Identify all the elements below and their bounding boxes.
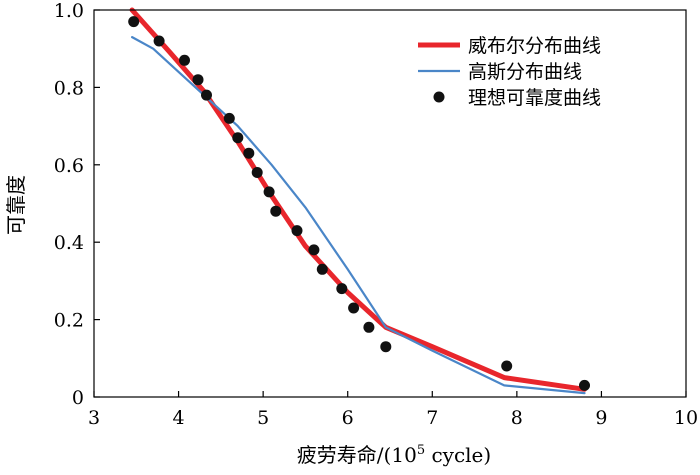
y-tick-label: 0.4 (54, 232, 84, 254)
y-axis-label: 可靠度 (4, 175, 28, 235)
legend-label-1: 高斯分布曲线 (468, 61, 582, 83)
y-tick-label: 0.6 (54, 155, 84, 177)
data-point (263, 186, 275, 198)
plot-frame (93, 9, 687, 398)
data-point (270, 205, 282, 217)
data-point (251, 167, 263, 178)
x-tick-label: 8 (511, 407, 523, 429)
data-point (501, 360, 513, 372)
data-point (579, 379, 590, 391)
legend-label-2: 理想可靠度曲线 (468, 87, 601, 109)
data-point (380, 341, 392, 353)
x-tick-label: 7 (426, 407, 438, 429)
data-point (308, 244, 320, 256)
data-point (192, 74, 204, 86)
x-tick-label: 6 (342, 407, 354, 429)
legend-label-0: 威布尔分布曲线 (468, 35, 601, 57)
ticks-layer: 3 4 5 6 7 8 9 10 0 0.2 0.4 0.6 0.8 1.0 (54, 0, 698, 429)
data-point (179, 54, 190, 66)
legend-swatch-2 (433, 91, 445, 103)
x-tick-label: 3 (88, 407, 100, 429)
data-point (291, 225, 303, 237)
data-point (128, 16, 140, 28)
data-point (348, 302, 360, 314)
x-tick-label: 4 (173, 407, 185, 429)
data-point (243, 147, 255, 159)
x-tick-label: 5 (257, 407, 269, 429)
data-point (223, 112, 235, 124)
data-point (232, 132, 244, 144)
series-layer (128, 7, 590, 395)
data-point (336, 283, 348, 295)
series-line-0 (129, 7, 587, 392)
y-tick-label: 0 (72, 387, 84, 409)
series-line-1 (131, 35, 586, 395)
y-tick-label: 0.8 (54, 77, 84, 99)
x-tick-label: 9 (595, 407, 607, 429)
y-tick-label: 1.0 (54, 0, 84, 22)
x-axis-label: 疲劳寿命/(105 cycle) (297, 443, 491, 467)
x-tick-label: 10 (674, 407, 698, 429)
data-point (316, 263, 328, 275)
data-point (153, 35, 165, 47)
y-tick-label: 0.2 (54, 310, 84, 332)
data-point (201, 89, 212, 101)
data-point (363, 321, 375, 333)
